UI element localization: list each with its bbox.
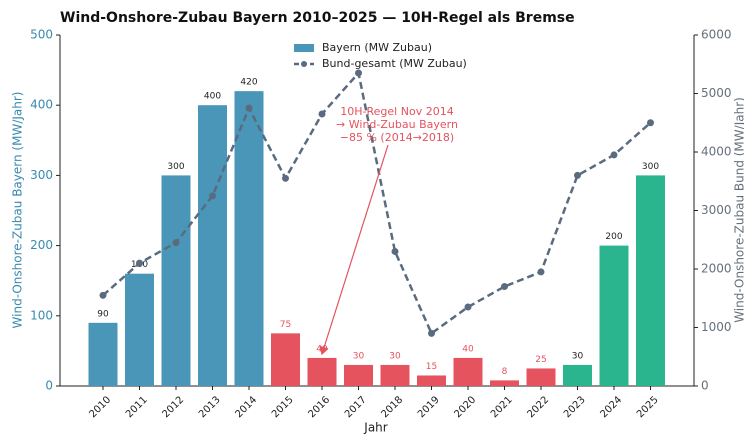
bar [308, 358, 337, 386]
bar [381, 365, 410, 386]
line-marker [173, 239, 180, 246]
bar [490, 380, 519, 386]
bar [454, 358, 483, 386]
line-marker [501, 283, 508, 290]
bar [271, 333, 300, 386]
x-tick-label: 2015 [270, 394, 296, 420]
bar-value-label: 25 [535, 355, 546, 365]
bar-value-label: 420 [240, 78, 257, 88]
line-marker [538, 268, 545, 275]
annotation-text: −85 % (2014→2018) [340, 131, 454, 144]
y2-tick-label: 0 [701, 379, 709, 393]
legend-marker [301, 61, 307, 67]
line-marker [136, 260, 143, 267]
bar-value-label: 30 [389, 351, 401, 361]
bar-value-label: 8 [502, 367, 508, 377]
line-marker [428, 330, 435, 337]
bar [89, 323, 118, 386]
x-tick-label: 2021 [489, 394, 515, 420]
x-tick-label: 2024 [598, 394, 624, 420]
bar-value-label: 200 [605, 232, 622, 242]
line-marker [647, 119, 654, 126]
bar-value-label: 75 [280, 320, 291, 330]
x-tick-label: 2018 [379, 394, 405, 420]
x-tick-label: 2010 [87, 394, 113, 420]
annotation-text: → Wind-Zubau Bayern [336, 118, 458, 131]
y2-tick-label: 1000 [701, 320, 732, 334]
y-tick-label: 200 [30, 238, 53, 252]
y2-tick-label: 4000 [701, 145, 732, 159]
bar-value-label: 30 [572, 351, 584, 361]
annotation-arrow [322, 145, 388, 354]
y2-axis-label: Wind-Onshore-Zubau Bund (MW/Jahr) [733, 97, 744, 323]
bar-value-label: 400 [204, 92, 221, 102]
y2-tick-label: 6000 [701, 28, 732, 42]
legend-swatch [294, 44, 314, 52]
bar [636, 175, 665, 386]
y-tick-label: 0 [45, 379, 53, 393]
x-tick-label: 2017 [343, 394, 369, 420]
y-axis-label: Wind-Onshore-Zubau Bayern (MW/Jahr) [11, 92, 25, 329]
bar-value-label: 15 [426, 362, 437, 372]
y2-tick-label: 3000 [701, 203, 732, 217]
bar-value-label: 90 [97, 309, 109, 319]
line-marker [392, 248, 399, 255]
line-marker [574, 172, 581, 179]
line-marker [611, 151, 618, 158]
line-marker [246, 105, 253, 112]
chart-title: Wind-Onshore-Zubau Bayern 2010–2025 — 10… [60, 10, 575, 26]
y2-tick-label: 2000 [701, 262, 732, 276]
legend-label: Bund-gesamt (MW Zubau) [322, 57, 467, 70]
x-tick-label: 2019 [416, 394, 442, 420]
line-marker [100, 292, 107, 299]
x-tick-label: 2012 [160, 394, 186, 420]
y2-tick-label: 5000 [701, 86, 732, 100]
bar [344, 365, 373, 386]
bar [125, 274, 154, 386]
bar [198, 105, 227, 386]
bar-value-label: 300 [167, 162, 184, 172]
y-tick-label: 400 [30, 98, 53, 112]
bar [563, 365, 592, 386]
bar-value-label: 300 [642, 162, 659, 172]
x-tick-label: 2023 [562, 394, 588, 420]
annotation-text: 10H-Regel Nov 2014 [340, 105, 453, 118]
y-tick-label: 300 [30, 168, 53, 182]
x-tick-label: 2011 [124, 394, 150, 420]
line-marker [465, 304, 472, 311]
legend-label: Bayern (MW Zubau) [322, 41, 432, 54]
line-marker [355, 70, 362, 77]
x-tick-label: 2020 [452, 394, 478, 420]
bar [162, 175, 191, 386]
bar [417, 375, 446, 386]
x-tick-label: 2016 [306, 394, 332, 420]
x-tick-label: 2013 [197, 394, 223, 420]
y-tick-label: 500 [30, 28, 53, 42]
bar-value-label: 40 [462, 344, 474, 354]
x-tick-label: 2014 [233, 394, 259, 420]
y-tick-label: 100 [30, 308, 53, 322]
line-marker [319, 110, 326, 117]
x-tick-label: 2022 [525, 394, 551, 420]
bar [527, 368, 556, 386]
line-marker [209, 192, 216, 199]
line-marker [282, 175, 289, 182]
x-tick-label: 2025 [635, 394, 661, 420]
x-axis-label: Jahr [363, 421, 387, 435]
bar-value-label: 30 [353, 351, 365, 361]
bar [600, 246, 629, 386]
